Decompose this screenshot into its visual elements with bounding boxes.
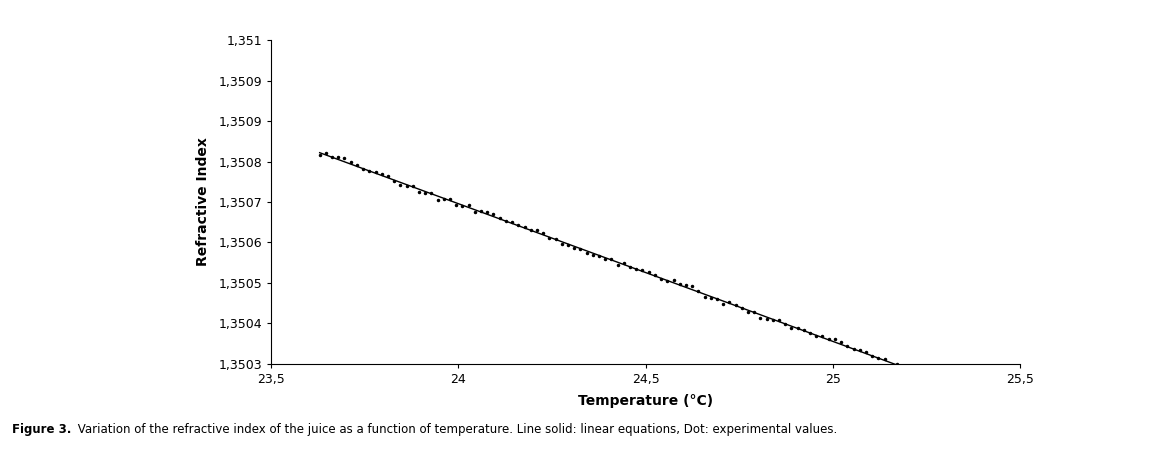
- Y-axis label: Refractive Index: Refractive Index: [196, 137, 210, 267]
- X-axis label: Temperature (°C): Temperature (°C): [578, 394, 714, 408]
- Text: Figure 3.: Figure 3.: [12, 423, 70, 436]
- Text: Variation of the refractive index of the juice as a function of temperature. Lin: Variation of the refractive index of the…: [74, 423, 837, 436]
